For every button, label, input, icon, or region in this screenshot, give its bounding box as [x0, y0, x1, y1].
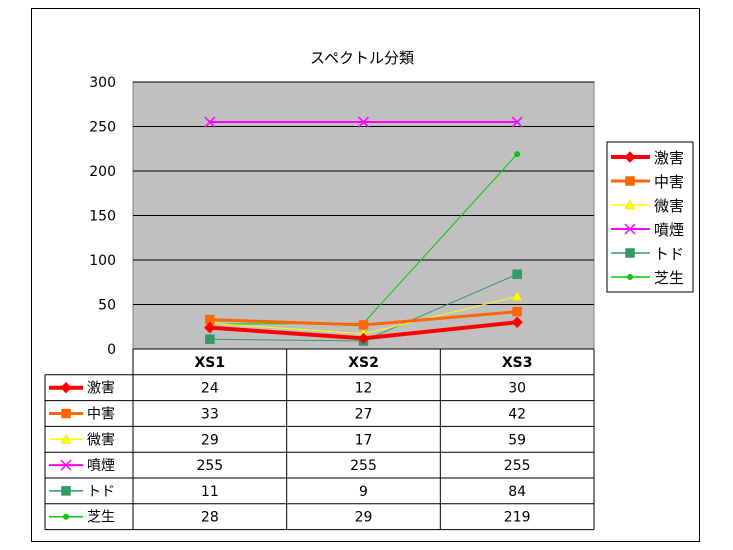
series-2 — [205, 306, 522, 330]
data-point — [512, 269, 522, 279]
legend-item: 激害 — [611, 149, 684, 167]
y-tick-label: 300 — [89, 75, 116, 91]
table-legend-key — [49, 486, 83, 496]
y-tick-label: 0 — [107, 342, 116, 358]
table-row-label: 微害 — [87, 432, 115, 448]
table-row-label: トド — [87, 484, 115, 500]
table-legend-key — [49, 513, 83, 520]
legend-label: 激害 — [654, 149, 684, 167]
table-cell: 17 — [355, 432, 373, 448]
data-table: XS1 XS2 XS3 激害 24 12 30 中害 33 27 42 微害 29 17 59 噴煙 255 25… — [44, 348, 595, 531]
data-point — [357, 332, 370, 345]
data-point — [512, 306, 522, 317]
data-point — [514, 151, 521, 158]
table-row-label: 中害 — [87, 407, 115, 423]
series-4 — [204, 116, 523, 128]
table-cell: 255 — [196, 458, 223, 474]
table-cell: 12 — [355, 381, 373, 397]
table-legend-key — [49, 408, 83, 419]
legend-marker — [625, 248, 635, 258]
table-cell: 59 — [508, 432, 526, 448]
y-tick-label: 250 — [89, 120, 116, 136]
legend-item: トド — [611, 245, 684, 263]
table-legend-marker — [60, 381, 72, 394]
y-tick-label: 150 — [89, 209, 116, 225]
data-point — [357, 116, 370, 128]
y-tick-label: 200 — [89, 164, 116, 180]
data-point — [358, 320, 369, 330]
data-point — [511, 316, 523, 329]
legend-item: 芝生 — [611, 269, 684, 287]
table-row-label: 噴煙 — [87, 458, 115, 474]
legend-marker — [624, 199, 636, 210]
table-legend-marker — [63, 513, 69, 520]
table-cell: 30 — [508, 381, 526, 397]
legend-label: 中害 — [654, 173, 684, 191]
table-cell: 24 — [201, 381, 219, 397]
table-legend-marker — [60, 433, 72, 444]
legend-item: 微害 — [611, 197, 684, 215]
data-point — [204, 321, 216, 334]
legend-marker — [627, 274, 633, 280]
legend-box — [606, 141, 694, 293]
table-cell: 219 — [504, 510, 531, 526]
table-legend-marker — [61, 486, 71, 496]
legend-item: 中害 — [611, 173, 684, 191]
legend-label: 噴煙 — [654, 221, 684, 239]
table-cell: 9 — [359, 484, 368, 500]
series-lines — [204, 116, 523, 346]
legend-label: 芝生 — [654, 269, 684, 287]
x-tick-label: XS2 — [348, 355, 379, 371]
table-legend-marker — [60, 459, 72, 471]
table-cell: 29 — [355, 510, 373, 526]
table-cell: 33 — [201, 407, 219, 423]
y-axis: 0 50 100 150 200 250 300 — [89, 75, 116, 358]
y-tick-label: 100 — [89, 253, 116, 269]
table-legend-key — [49, 433, 83, 444]
legend-item: 噴煙 — [611, 221, 684, 239]
x-tick-label: XS1 — [195, 355, 226, 371]
table-cell: 84 — [508, 484, 526, 500]
legend-marker — [624, 223, 636, 235]
table-legend-marker — [61, 408, 71, 419]
table-cell: 42 — [508, 407, 526, 423]
legend-marker — [625, 176, 635, 186]
legend-label: 微害 — [654, 197, 684, 215]
chart-title: スペクトル分類 — [310, 49, 414, 67]
data-point — [204, 116, 216, 128]
data-point — [511, 290, 523, 301]
table-cell: 28 — [201, 510, 219, 526]
data-point — [511, 116, 523, 128]
table-legend-key — [49, 381, 83, 394]
table-cell: 27 — [355, 407, 373, 423]
plot-area — [132, 81, 595, 350]
table-legend-key — [49, 459, 83, 471]
series-1 — [204, 316, 523, 345]
table-row-label: 芝生 — [87, 510, 115, 526]
x-tick-label: XS3 — [502, 355, 533, 371]
table-cell: 255 — [350, 458, 377, 474]
table-row-label: 激害 — [87, 380, 115, 397]
data-point — [205, 334, 215, 344]
legend-marker — [624, 151, 636, 163]
table-cell: 29 — [201, 432, 219, 448]
y-tick-label: 50 — [98, 298, 116, 314]
table-cell: 11 — [201, 484, 219, 500]
legend-label: トド — [654, 245, 684, 263]
table-cell: 255 — [504, 458, 531, 474]
